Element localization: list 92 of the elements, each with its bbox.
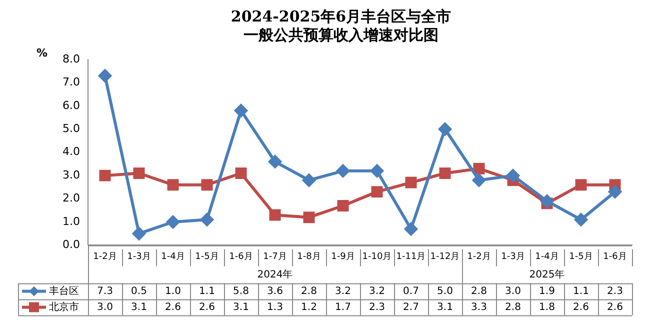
point [472,174,486,187]
x-tick-label: 1-12月 [430,252,460,262]
data-label: 1.1 [199,286,215,297]
y-tick-label: 4.0 [62,145,80,158]
data-label: 0.5 [131,286,147,297]
data-label: 2.8 [301,286,317,297]
y-tick-label: 8.0 [62,52,80,66]
y-tick-label: 0.0 [62,238,80,252]
y-tick-label: 2.0 [62,192,80,205]
x-tick-label: 1-7月 [263,252,287,262]
x-tick-label: 1-4月 [535,252,559,262]
data-label: 2.6 [607,302,623,313]
data-label: 3.2 [369,286,385,297]
point [234,104,248,118]
x-tick-label: 1-8月 [297,252,321,262]
legend-label: 丰台区 [49,284,79,297]
point [405,176,417,188]
data-label: 1.3 [267,302,283,313]
data-label: 1.2 [301,302,317,313]
point [269,209,281,221]
data-label: 3.0 [97,302,113,313]
point [268,155,282,168]
chart-title: 2024-2025年6月丰台区与全市一般公共预算收入增速对比图 [230,7,452,44]
data-label: 1.1 [573,286,589,297]
point [133,168,145,179]
point [132,227,146,240]
x-tick-label: 1-2月 [93,252,117,262]
x-tick-label: 1-3月 [501,252,525,262]
x-tick-label: 1-10月 [362,252,392,262]
data-label: 3.2 [335,286,351,297]
point [574,213,588,226]
point [201,179,213,191]
point [337,200,349,212]
text: 2025年 [529,268,565,280]
data-label: 3.3 [471,302,487,313]
data-label: 2.8 [471,286,487,297]
point [575,179,587,191]
x-tick-label: 1-5月 [195,252,219,262]
data-label: 2.7 [403,302,419,313]
x-tick-label: 1-3月 [127,252,151,262]
point [404,222,418,236]
y-tick-label: 3.0 [62,168,80,182]
text: 2024年 [257,268,293,280]
point [438,122,452,136]
data-label: 1.8 [539,302,555,313]
point [200,213,214,226]
data-label: 1.9 [539,286,555,297]
y-tick-label: 7.0 [62,76,80,89]
y-tick-label: 1.0 [62,214,80,228]
x-tick-label: 1-9月 [331,252,355,262]
data-label: 5.0 [437,286,453,297]
point [336,164,350,178]
point [167,179,179,191]
data-label: 3.1 [437,302,453,313]
point [371,186,383,198]
data-label: 1.7 [335,302,351,313]
x-tick-label: 1-5月 [569,252,593,262]
x-tick-label: 1-2月 [467,252,491,262]
data-label: 3.1 [233,302,249,313]
data-label: 3.0 [505,286,521,297]
point [302,174,316,187]
y-tick-label: 5.0 [62,122,80,135]
point [540,194,554,208]
point [370,164,384,178]
point [99,170,111,182]
point [166,215,180,228]
data-label: 2.6 [165,302,181,313]
data-label: 2.6 [199,302,215,313]
data-label: 2.3 [607,286,623,297]
legend-label: 北京市 [49,300,79,313]
x-tick-label: 1-6月 [229,252,253,262]
y-axis-title: % [36,46,48,60]
point [439,168,451,179]
point [506,169,520,182]
data-label: 7.3 [97,286,113,297]
point [473,162,485,174]
data-label: 3.6 [267,286,283,297]
data-label: 2.6 [573,302,589,313]
data-label: 0.7 [403,286,419,297]
point [303,212,315,224]
data-label: 2.8 [505,302,521,313]
data-label: 2.3 [369,302,385,313]
point [98,69,112,82]
data-label: 3.1 [131,302,147,313]
point [235,168,247,179]
y-tick-label: 6.0 [62,98,80,112]
point [608,185,622,198]
x-tick-label: 1-4月 [161,252,185,262]
data-label: 5.8 [233,286,249,297]
x-tick-label: 1-6月 [603,252,627,262]
data-label: 1.0 [165,286,181,297]
x-tick-label: 1-11月 [396,252,426,262]
